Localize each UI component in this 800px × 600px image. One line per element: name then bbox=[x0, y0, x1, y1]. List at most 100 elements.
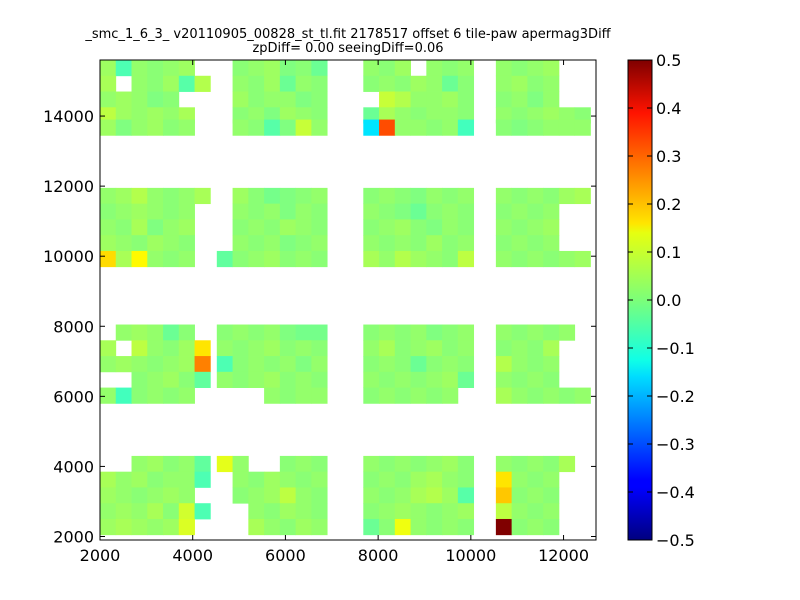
heatmap-cell bbox=[363, 387, 380, 404]
heatmap-cell bbox=[410, 371, 427, 388]
heatmap-cell bbox=[178, 187, 195, 205]
heatmap-cell bbox=[115, 187, 132, 205]
heatmap-cell bbox=[232, 219, 249, 236]
heatmap-cell bbox=[178, 119, 195, 136]
heatmap-cell bbox=[147, 107, 164, 124]
heatmap-cell bbox=[495, 203, 513, 220]
heatmap-cell bbox=[163, 107, 180, 124]
heatmap-cell bbox=[311, 203, 328, 220]
heatmap-cell bbox=[131, 107, 148, 124]
heatmap-cell bbox=[264, 91, 281, 108]
heatmap-cell bbox=[457, 235, 475, 252]
heatmap-cell bbox=[194, 455, 211, 473]
heatmap-cell bbox=[131, 219, 148, 236]
heatmap-cell bbox=[163, 91, 180, 108]
heatmap-cell bbox=[442, 518, 459, 536]
heatmap-cell bbox=[363, 371, 380, 388]
heatmap-cell bbox=[295, 235, 312, 252]
heatmap-cell bbox=[543, 471, 560, 488]
colorbar-tick-label: 0.3 bbox=[656, 147, 681, 166]
heatmap-cell bbox=[311, 356, 328, 373]
heatmap-cell bbox=[115, 203, 132, 220]
heatmap-cell bbox=[311, 119, 328, 136]
heatmap-cell bbox=[232, 487, 249, 504]
heatmap-cell bbox=[232, 75, 249, 92]
heatmap-cell bbox=[216, 371, 233, 388]
heatmap-cell bbox=[295, 250, 312, 268]
heatmap-cell bbox=[178, 75, 195, 92]
heatmap-cell bbox=[511, 119, 528, 136]
heatmap-cell bbox=[511, 340, 528, 357]
heatmap-cell bbox=[178, 387, 195, 404]
heatmap-cell bbox=[163, 119, 180, 136]
heatmap-cell bbox=[264, 387, 281, 404]
heatmap-cell bbox=[248, 60, 265, 77]
heatmap-cell bbox=[178, 107, 195, 124]
heatmap-cell bbox=[216, 356, 233, 373]
heatmap-cell bbox=[115, 60, 132, 77]
heatmap-cell bbox=[457, 340, 475, 357]
heatmap-cell bbox=[495, 119, 513, 136]
x-tick-label: 12000 bbox=[538, 546, 589, 565]
heatmap-cell bbox=[232, 371, 249, 388]
heatmap-cell bbox=[100, 235, 117, 252]
y-tick-label: 8000 bbox=[53, 317, 94, 336]
heatmap-cell bbox=[248, 487, 265, 504]
colorbar-tick-label: 0.5 bbox=[656, 51, 681, 70]
heatmap-cell bbox=[527, 487, 544, 504]
heatmap-cell bbox=[178, 503, 195, 520]
heatmap-cell bbox=[442, 340, 459, 357]
heatmap-cell bbox=[295, 219, 312, 236]
heatmap-cell bbox=[457, 250, 475, 268]
heatmap-cell bbox=[115, 219, 132, 236]
heatmap-cell bbox=[495, 471, 513, 488]
heatmap-cell bbox=[410, 235, 427, 252]
heatmap-cell bbox=[279, 387, 297, 404]
heatmap-cell bbox=[457, 75, 475, 92]
heatmap-cell bbox=[163, 387, 180, 404]
heatmap-cell bbox=[115, 387, 132, 404]
heatmap-cell bbox=[147, 487, 164, 504]
heatmap-cell bbox=[495, 518, 513, 536]
heatmap-cell bbox=[147, 91, 164, 108]
heatmap-cell bbox=[511, 75, 528, 92]
heatmap-cell bbox=[543, 235, 560, 252]
heatmap-cell bbox=[178, 219, 195, 236]
heatmap-cell bbox=[543, 60, 560, 77]
heatmap-cell bbox=[100, 91, 117, 108]
heatmap-cell bbox=[394, 387, 411, 404]
heatmap-cell bbox=[426, 107, 443, 124]
heatmap-cell bbox=[511, 487, 528, 504]
heatmap-cell bbox=[194, 471, 211, 488]
heatmap-cell bbox=[527, 518, 544, 536]
heatmap-cell bbox=[147, 503, 164, 520]
heatmap-cell bbox=[216, 340, 233, 357]
heatmap-cell bbox=[264, 518, 281, 536]
heatmap-cell bbox=[248, 518, 265, 536]
heatmap-cell bbox=[163, 203, 180, 220]
heatmap-cell bbox=[410, 387, 427, 404]
heatmap-cell bbox=[442, 387, 459, 404]
heatmap-cell bbox=[543, 455, 560, 473]
heatmap-cell bbox=[495, 235, 513, 252]
heatmap-cell bbox=[558, 187, 576, 205]
heatmap-cell bbox=[295, 119, 312, 136]
heatmap-cell bbox=[295, 60, 312, 77]
heatmap-cell bbox=[194, 503, 211, 520]
heatmap-cell bbox=[232, 203, 249, 220]
heatmap-cell bbox=[457, 219, 475, 236]
heatmap-cell bbox=[131, 60, 148, 77]
colorbar-tick-label: −0.2 bbox=[656, 387, 695, 406]
heatmap-cell bbox=[495, 371, 513, 388]
heatmap-cell bbox=[178, 356, 195, 373]
heatmap-cell bbox=[394, 60, 411, 77]
heatmap-cell bbox=[147, 235, 164, 252]
heatmap-cell bbox=[232, 60, 249, 77]
heatmap-cell bbox=[131, 356, 148, 373]
heatmap-cell bbox=[379, 203, 396, 220]
colorbar-tick-label: −0.5 bbox=[656, 531, 695, 550]
heatmap-cell bbox=[394, 119, 411, 136]
heatmap-cell bbox=[248, 203, 265, 220]
heatmap-cell bbox=[574, 107, 591, 124]
heatmap-cell bbox=[100, 60, 117, 77]
